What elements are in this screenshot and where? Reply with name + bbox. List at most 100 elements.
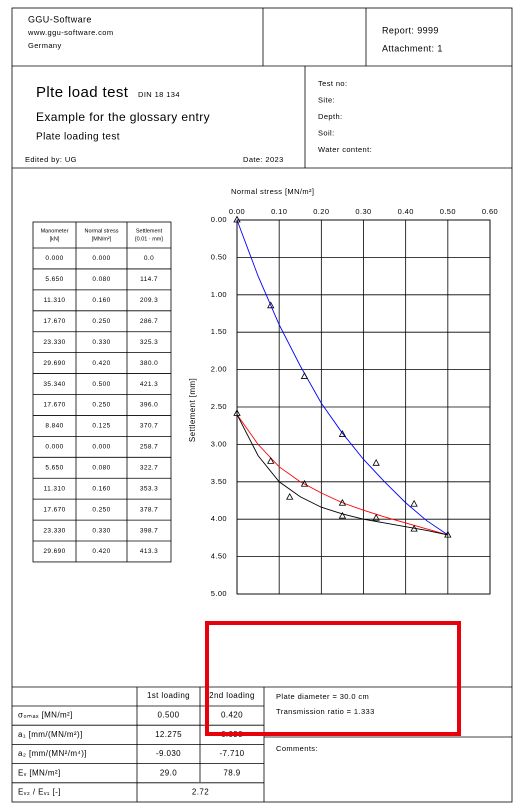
table-cell: 322.7 [140,464,158,471]
y-axis-label: Settlement [mm] [188,378,197,442]
data-point [267,301,275,309]
country: Germany [28,41,62,50]
table-cell: 0.250 [92,402,110,409]
plate-diameter: Plate diameter = 30.0 cm [276,692,369,701]
data-point [233,409,241,416]
table-cell: 398.7 [140,527,158,534]
table-cell: 413.3 [140,548,158,555]
column-header: Normal stress [85,228,119,234]
table-cell: 17.670 [43,402,65,409]
x-tick-label: 0.20 [313,207,329,216]
y-tick-label: 3.50 [211,477,227,486]
y-tick-label: 1.00 [211,290,227,299]
result-value: -9.030 [156,749,181,758]
table-cell: 29.690 [43,548,65,555]
column-header: Manometer [41,228,69,234]
data-point [286,492,294,500]
table-cell: 258.7 [140,444,158,451]
table-cell: 209.3 [140,297,158,304]
table-cell: 0.330 [92,527,110,534]
table-cell: 5.650 [45,464,63,471]
result-value: -7.710 [219,749,244,758]
curve [236,414,448,536]
table-cell: 114.7 [140,276,158,283]
field-label: Depth: [318,112,343,121]
table-cell: 11.310 [44,297,66,304]
field-label: Site: [318,95,335,104]
table-cell: 0.125 [92,423,110,430]
y-tick-label: 3.00 [211,439,227,448]
table-cell: 17.670 [43,318,65,325]
data-point [233,215,241,223]
x-tick-label: 0.40 [398,207,414,216]
table-cell: 421.3 [140,381,158,388]
x-axis-label: Normal stress [MN/m²] [231,187,314,196]
table-cell: 370.7 [140,423,158,430]
column-header: [MN/m²] [92,236,112,242]
data-point [410,524,418,532]
result-value: 78.9 [223,768,240,777]
result-value: 0.420 [221,711,243,720]
data-point [410,499,418,507]
edited-by: Edited by: UG [25,155,77,164]
table-cell: 0.080 [92,464,110,471]
table-cell: 29.690 [43,360,65,367]
table-cell: 0.000 [45,444,63,451]
row-label: σ₀ₘₐₓ [MN/m²] [18,711,73,720]
data-point [300,372,309,379]
table-cell: 0.000 [92,444,110,451]
table-cell: 0.500 [92,381,110,388]
column-header: Settlement [136,228,163,234]
data-point [338,511,347,519]
data-point [300,479,309,487]
data-point [338,430,347,437]
highlight-box [205,621,461,736]
result-value: 0.500 [157,711,179,720]
x-tick-label: 0.00 [229,207,245,216]
table-cell: 380.0 [140,360,158,367]
table-cell: 378.7 [140,506,158,513]
y-tick-label: 4.00 [211,514,227,523]
table-cell: 353.3 [140,485,158,492]
table-cell: 35.340 [43,381,65,388]
standard: DIN 18 134 [138,90,180,99]
data-point [372,458,380,466]
page-border [11,7,513,803]
row-label: a₂ [mm/(MN²/m⁴)] [18,749,87,758]
field-label: Soil: [318,128,335,137]
date: Date: 2023 [243,155,284,164]
table-cell: 0.000 [92,255,110,262]
company: GGU-Software [28,14,92,24]
table-cell: 396.0 [140,402,158,409]
table-cell: 0.160 [92,297,110,304]
attachment: Attachment: 1 [382,43,443,53]
table-cell: 0.080 [92,276,110,283]
curve [236,219,449,536]
table-cell: 23.330 [43,527,65,534]
y-tick-label: 2.50 [211,402,227,411]
field-label: Test no: [318,79,347,88]
field-label: Water content: [318,145,372,154]
plot-border [236,219,491,595]
report: Report: 9999 [382,25,439,35]
x-tick-label: 0.10 [271,207,287,216]
table-border [32,221,172,563]
table-cell: 325.3 [140,339,158,346]
table-cell: 17.670 [43,506,65,513]
results-header: 1st loading [147,691,190,700]
table-cell: 0.0 [144,255,154,262]
column-header: [kN] [50,236,60,242]
table-cell: 0.420 [92,360,110,367]
table-cell: 286.7 [140,318,158,325]
data-point [444,530,452,538]
title: Plte load test [36,84,129,101]
y-tick-label: 0.50 [211,252,227,261]
y-tick-label: 5.00 [211,589,227,598]
table-cell: 0.000 [45,255,63,262]
table-cell: 0.330 [92,339,110,346]
table-cell: 0.420 [92,548,110,555]
table-cell: 5.650 [45,276,63,283]
row-label: Eᵥ₂ / Eᵥ₁ [-] [18,788,61,797]
comments: Comments: [276,744,318,753]
